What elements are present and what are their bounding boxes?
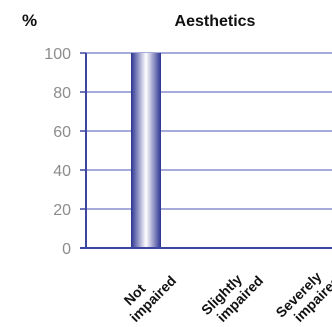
bar-0 bbox=[131, 53, 161, 248]
y-tick-label-40: 40 bbox=[53, 163, 71, 180]
chart-title: Aesthetics bbox=[175, 13, 256, 30]
bars bbox=[131, 53, 161, 248]
y-tick-label-100: 100 bbox=[44, 46, 71, 63]
y-tick-label-0: 0 bbox=[62, 241, 71, 258]
gridlines bbox=[86, 52, 332, 210]
y-tick-label-60: 60 bbox=[53, 124, 71, 141]
y-axis-unit-label: % bbox=[22, 11, 37, 30]
y-tick-labels: 0 20 40 60 80 100 bbox=[44, 46, 71, 258]
axes bbox=[80, 52, 332, 249]
y-tick-label-20: 20 bbox=[53, 202, 71, 219]
y-tick-label-80: 80 bbox=[53, 85, 71, 102]
